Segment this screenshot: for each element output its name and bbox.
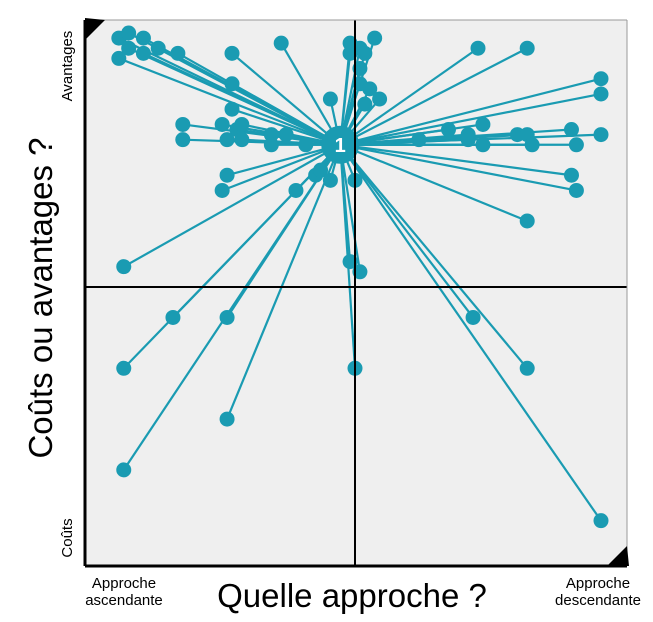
connector-line-69 xyxy=(122,143,342,370)
data-point-4 xyxy=(135,30,151,46)
data-point-47 xyxy=(524,137,540,153)
data-point-21 xyxy=(322,91,338,107)
data-point-3 xyxy=(121,25,137,41)
connector-line-7 xyxy=(142,52,341,146)
connector-line-61 xyxy=(340,143,577,192)
data-point-71 xyxy=(519,360,535,376)
data-point-73 xyxy=(116,462,132,478)
connector-line-68 xyxy=(339,144,474,319)
y-tick-label-max: Avantages xyxy=(59,31,76,102)
connector-line-9 xyxy=(280,42,342,146)
data-point-33 xyxy=(219,132,235,148)
connector-line-6 xyxy=(118,57,341,146)
data-point-2 xyxy=(121,40,137,56)
connector-line-65 xyxy=(339,144,362,272)
data-point-14 xyxy=(342,45,358,61)
data-point-39 xyxy=(440,122,456,138)
connector-line-63 xyxy=(123,143,341,268)
data-point-49 xyxy=(568,137,584,153)
hub-marker xyxy=(321,125,360,164)
data-point-74 xyxy=(593,513,609,529)
data-point-54 xyxy=(214,182,230,198)
connector-line-23 xyxy=(339,47,528,146)
data-point-40 xyxy=(411,132,427,148)
data-point-36 xyxy=(298,137,314,153)
data-point-67 xyxy=(219,309,235,325)
connector-line-62 xyxy=(339,143,528,222)
data-point-58 xyxy=(322,172,338,188)
y-axis-title: Coûts ou avantages ? xyxy=(22,137,59,458)
connector-line-10 xyxy=(231,52,341,146)
data-point-8 xyxy=(170,45,186,61)
data-point-5 xyxy=(150,40,166,56)
data-point-13 xyxy=(367,30,383,46)
connector-line-53 xyxy=(226,143,341,177)
data-point-50 xyxy=(593,127,609,143)
data-point-19 xyxy=(372,91,388,107)
connector-line-43 xyxy=(340,123,484,146)
x-tick-label-min-line2: ascendante xyxy=(85,592,163,609)
data-point-63 xyxy=(116,259,132,275)
data-point-55 xyxy=(288,182,304,198)
connector-line-73 xyxy=(122,144,342,471)
data-point-57 xyxy=(313,162,329,178)
connector-line-24 xyxy=(231,82,341,146)
data-point-46 xyxy=(475,137,491,153)
data-point-34 xyxy=(234,132,250,148)
data-point-7 xyxy=(135,45,151,61)
connector-line-22 xyxy=(339,47,479,146)
data-point-30 xyxy=(234,116,250,132)
hub-label: 1 xyxy=(335,135,346,157)
data-point-35 xyxy=(263,137,279,153)
data-point-66 xyxy=(165,309,181,325)
connector-line-52 xyxy=(339,77,602,146)
data-point-9 xyxy=(273,35,289,51)
y-tick-label-min: Coûts xyxy=(59,518,76,557)
data-point-65 xyxy=(352,264,368,280)
connector-line-51 xyxy=(340,92,602,146)
data-point-61 xyxy=(568,182,584,198)
y-axis-arrowhead xyxy=(85,18,105,40)
data-point-27 xyxy=(175,132,191,148)
data-point-18 xyxy=(362,81,378,97)
data-point-68 xyxy=(465,309,481,325)
data-point-24 xyxy=(224,76,240,92)
x-tick-label-max-line2: descendante xyxy=(555,592,641,609)
data-point-45 xyxy=(460,132,476,148)
x-axis-arrowhead xyxy=(607,546,629,566)
x-axis-title: Quelle approche ? xyxy=(217,577,487,614)
x-tick-label-max-line1: Approche xyxy=(566,575,630,592)
data-point-10 xyxy=(224,45,240,61)
connector-lines xyxy=(118,32,602,522)
data-point-6 xyxy=(111,50,127,66)
connector-line-71 xyxy=(339,144,529,369)
data-point-20 xyxy=(357,96,373,112)
data-point-23 xyxy=(519,40,535,56)
connector-line-54 xyxy=(221,143,341,192)
data-point-69 xyxy=(116,360,132,376)
data-point-51 xyxy=(593,86,609,102)
data-point-72 xyxy=(219,411,235,427)
data-point-64 xyxy=(342,254,358,270)
data-point-15 xyxy=(357,45,373,61)
data-point-25 xyxy=(224,101,240,117)
data-point-28 xyxy=(214,116,230,132)
data-point-62 xyxy=(519,213,535,229)
connector-line-74 xyxy=(339,144,602,522)
data-point-32 xyxy=(278,127,294,143)
data-point-48 xyxy=(563,122,579,138)
data-point-22 xyxy=(470,40,486,56)
data-point-53 xyxy=(219,167,235,183)
axes xyxy=(83,18,629,568)
data-point-16 xyxy=(352,61,368,77)
x-tick-label-min-line1: Approche xyxy=(92,575,156,592)
data-point-26 xyxy=(175,116,191,132)
connector-line-60 xyxy=(340,143,572,177)
connector-line-72 xyxy=(226,144,342,420)
data-point-43 xyxy=(475,116,491,132)
hub-group: 1 xyxy=(321,125,360,164)
data-point-60 xyxy=(563,167,579,183)
data-point-52 xyxy=(593,71,609,87)
